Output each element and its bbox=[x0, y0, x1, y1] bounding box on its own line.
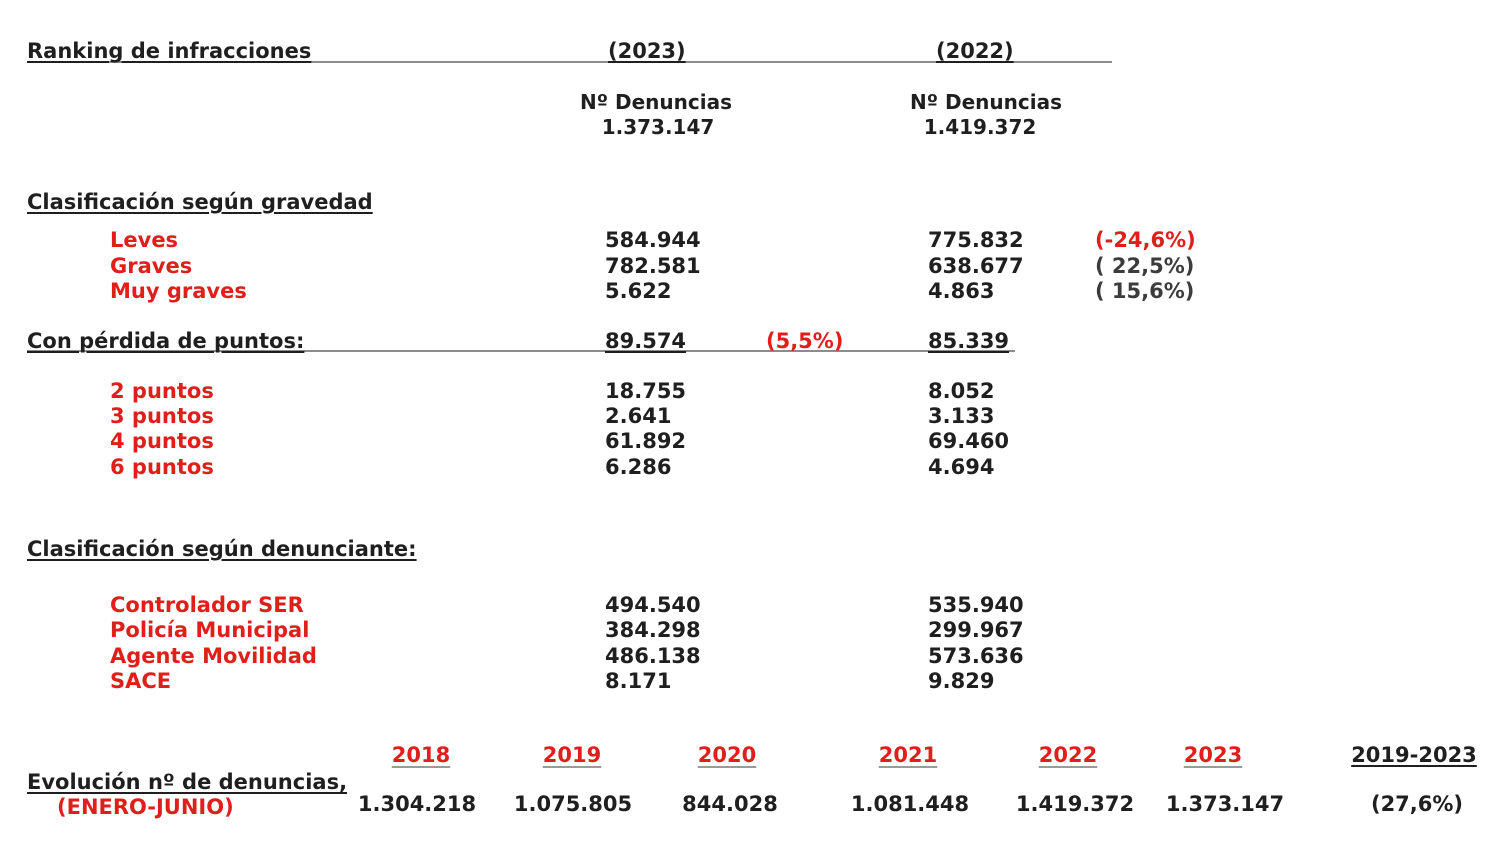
puntos-total-2022: 85.339 bbox=[928, 329, 1010, 353]
year-range-header: 2019-2023 bbox=[1351, 743, 1477, 767]
column-header-2023: (2023) bbox=[608, 39, 686, 63]
row-label: Graves bbox=[110, 254, 193, 278]
row-label: Muy graves bbox=[110, 279, 247, 303]
value-2022: 299.967 bbox=[928, 618, 1024, 642]
year-value: 1.373.147 bbox=[1165, 792, 1285, 816]
value-2022: 573.636 bbox=[928, 644, 1024, 668]
value-2022: 638.677 bbox=[928, 254, 1024, 278]
row-label: 2 puntos bbox=[110, 379, 214, 403]
value-2023: 2.641 bbox=[605, 404, 672, 428]
puntos-total-2023: 89.574 bbox=[605, 329, 687, 353]
row-label: Leves bbox=[110, 228, 179, 252]
year-range-value: (27,6%) bbox=[1370, 792, 1464, 816]
value-2022: 3.133 bbox=[928, 404, 995, 428]
year-value: 1.419.372 bbox=[1015, 792, 1135, 816]
row-label: Policía Municipal bbox=[110, 618, 310, 642]
value-2023: 5.622 bbox=[605, 279, 672, 303]
row-label: 4 puntos bbox=[110, 429, 214, 453]
section-title-gravedad: Clasificación según gravedad bbox=[27, 190, 373, 214]
denuncias-label-2023: Nº Denuncias bbox=[580, 90, 732, 114]
report-title: Ranking de infracciones bbox=[27, 39, 312, 63]
column-header-2022: (2022) bbox=[936, 39, 1014, 63]
value-2022: 4.863 bbox=[928, 279, 995, 303]
year-header: 2020 bbox=[697, 743, 757, 767]
row-label: Agente Movilidad bbox=[110, 644, 317, 668]
value-2022: 69.460 bbox=[928, 429, 1010, 453]
row-label: 6 puntos bbox=[110, 455, 214, 479]
puntos-percent: (5,5%) bbox=[766, 329, 844, 353]
percent-change: ( 22,5%) bbox=[1095, 254, 1195, 278]
evolucion-subtitle: (ENERO-JUNIO) bbox=[57, 795, 234, 819]
year-header: 2018 bbox=[391, 743, 451, 767]
value-2022: 775.832 bbox=[928, 228, 1024, 252]
year-header: 2023 bbox=[1183, 743, 1243, 767]
value-2023: 18.755 bbox=[605, 379, 687, 403]
value-2023: 6.286 bbox=[605, 455, 672, 479]
year-value: 1.075.805 bbox=[513, 792, 633, 816]
value-2022: 535.940 bbox=[928, 593, 1024, 617]
year-value: 1.304.218 bbox=[357, 792, 477, 816]
year-value: 1.081.448 bbox=[850, 792, 970, 816]
section-title-denunciante: Clasificación según denunciante: bbox=[27, 537, 417, 561]
puntos-rule bbox=[27, 350, 1015, 352]
year-header: 2021 bbox=[878, 743, 938, 767]
row-label: 3 puntos bbox=[110, 404, 214, 428]
value-2023: 494.540 bbox=[605, 593, 701, 617]
row-label: SACE bbox=[110, 669, 172, 693]
year-header: 2022 bbox=[1038, 743, 1098, 767]
value-2023: 486.138 bbox=[605, 644, 701, 668]
percent-change: ( 15,6%) bbox=[1095, 279, 1195, 303]
evolucion-title: Evolución nº de denuncias, bbox=[27, 770, 348, 794]
value-2022: 4.694 bbox=[928, 455, 995, 479]
value-2023: 61.892 bbox=[605, 429, 687, 453]
value-2022: 8.052 bbox=[928, 379, 995, 403]
value-2023: 384.298 bbox=[605, 618, 701, 642]
value-2023: 584.944 bbox=[605, 228, 701, 252]
year-header: 2019 bbox=[542, 743, 602, 767]
value-2023: 8.171 bbox=[605, 669, 672, 693]
percent-change: (-24,6%) bbox=[1095, 228, 1196, 252]
header-rule bbox=[27, 61, 1112, 63]
section-title-puntos: Con pérdida de puntos: bbox=[27, 329, 305, 353]
value-2022: 9.829 bbox=[928, 669, 995, 693]
year-value: 844.028 bbox=[682, 792, 778, 816]
row-label: Controlador SER bbox=[110, 593, 304, 617]
denuncias-total-2023: 1.373.147 bbox=[601, 115, 715, 139]
denuncias-total-2022: 1.419.372 bbox=[923, 115, 1037, 139]
value-2023: 782.581 bbox=[605, 254, 701, 278]
denuncias-label-2022: Nº Denuncias bbox=[910, 90, 1062, 114]
